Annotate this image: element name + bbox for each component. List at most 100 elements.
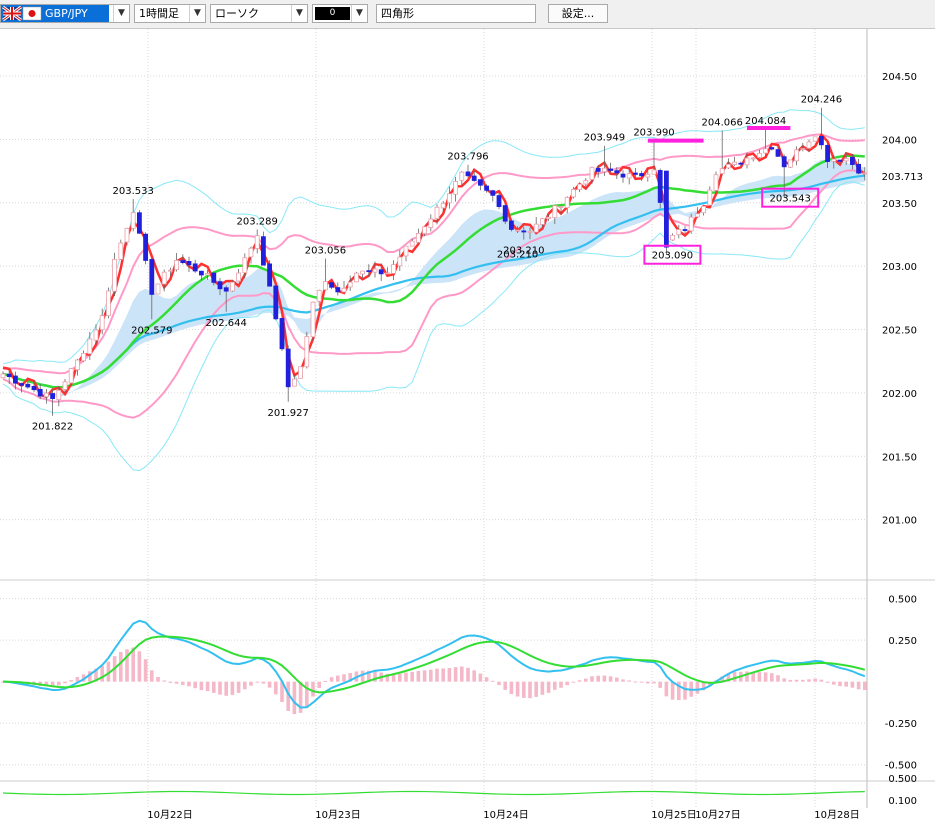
macd-histogram-bar	[373, 671, 377, 682]
timeframe-select[interactable]: 1時間足 ▼	[134, 4, 206, 23]
candle-body	[0, 373, 6, 379]
price-label: 201.927	[268, 408, 309, 419]
macd-histogram-bar	[788, 679, 793, 682]
macd-histogram-bar	[88, 671, 92, 682]
macd-histogram-bar	[677, 681, 681, 701]
macd-histogram-bar	[658, 681, 662, 688]
symbol-label: GBP/JPY	[45, 7, 88, 20]
chart-area[interactable]: 201.822 203.533 202.579 202.644 203.289 201.9…	[0, 28, 935, 823]
macd-histogram-bar	[63, 681, 67, 684]
price-label: 203.210	[497, 249, 538, 260]
candle-body	[310, 301, 316, 338]
candle-body	[806, 141, 812, 149]
candle-body	[304, 336, 310, 368]
candle-body	[670, 234, 675, 241]
macd-histogram-bar	[863, 681, 867, 691]
candle-body	[757, 152, 762, 158]
macd-histogram-bar	[236, 681, 241, 693]
price-label: 202.579	[131, 325, 172, 336]
macd-histogram-bar	[559, 681, 563, 688]
settings-button[interactable]: 設定...	[548, 4, 608, 23]
macd-histogram-bar	[503, 681, 507, 690]
candle-body	[527, 231, 533, 233]
x-tick-label: 10月25日	[651, 809, 696, 821]
macd-histogram-bar	[205, 681, 210, 692]
macd-histogram-bar	[187, 681, 191, 687]
macd-histogram-bar	[801, 679, 805, 682]
oscillator-line	[2, 790, 865, 796]
candle-body	[856, 163, 861, 174]
chart-type-select[interactable]: ローソク ▼	[210, 4, 308, 23]
candle-body	[291, 378, 297, 387]
chevron-down-icon[interactable]: ▼	[189, 5, 205, 22]
macd-histogram-bar	[441, 668, 445, 682]
candle-body	[422, 226, 428, 235]
oscillator-panel: 0.500 0.100	[2, 774, 917, 807]
macd-histogram-bar	[627, 680, 631, 682]
macd-line	[2, 619, 866, 709]
price-label: 204.246	[801, 95, 842, 106]
price-label: 203.090	[652, 251, 693, 262]
candle-body	[471, 175, 477, 181]
chevron-down-icon[interactable]: ▼	[351, 5, 367, 22]
candle-body	[453, 181, 459, 195]
macd-histogram-bar	[770, 673, 774, 682]
macd-histogram-bar	[342, 674, 346, 682]
candle-body	[260, 236, 266, 266]
candle-body	[626, 173, 632, 179]
macd-histogram-bar	[757, 672, 762, 682]
macd-histogram-bar	[472, 670, 476, 682]
chart-type-label: ローソク	[215, 7, 259, 20]
candle-body	[316, 289, 322, 302]
macd-histogram-bar	[261, 681, 266, 684]
candle-body	[167, 269, 173, 272]
macd-histogram-bar	[615, 677, 619, 682]
candle-body	[186, 261, 192, 266]
candle-body	[608, 168, 613, 171]
macd-panel: 0.500 0.250 -0.250 -0.500	[0, 595, 917, 772]
chevron-down-icon[interactable]: ▼	[291, 5, 307, 22]
price-label: 203.210	[503, 246, 544, 257]
macd-histogram-bar	[106, 661, 111, 682]
macd-histogram-bar	[298, 681, 303, 713]
macd-histogram-bar	[243, 681, 247, 690]
candle-body	[341, 287, 347, 293]
macd-histogram-bar	[565, 681, 569, 686]
candle-body	[372, 268, 378, 273]
macd-histogram-bar	[646, 681, 650, 684]
color-swatch: 0	[315, 7, 350, 20]
osc-tick-label: 0.100	[888, 796, 917, 807]
candle-body	[62, 381, 68, 390]
macd-histogram-bar	[701, 681, 706, 691]
candle-body	[515, 229, 520, 232]
macd-histogram-bar	[168, 681, 173, 683]
symbol-select[interactable]: GBP/JPY ▼	[0, 4, 130, 23]
current-price-label: 203.713	[882, 172, 923, 183]
candle-body	[695, 213, 700, 218]
macd-histogram-bar	[491, 680, 495, 682]
macd-histogram-bar	[50, 681, 55, 687]
candle-body	[229, 281, 235, 292]
candle-body	[378, 269, 384, 275]
chevron-down-icon[interactable]: ▼	[113, 5, 129, 22]
candle-body	[75, 359, 80, 371]
cloud-area	[3, 159, 865, 397]
candle-body	[502, 205, 508, 222]
macd-histogram-bar	[782, 678, 786, 682]
candle-body	[285, 348, 291, 388]
currency-flags-icon	[2, 5, 42, 22]
candle-body	[136, 212, 142, 234]
macd-histogram-bar	[336, 675, 340, 682]
price-label: 203.289	[237, 216, 278, 227]
macd-histogram-bar	[664, 681, 669, 697]
shape-field[interactable]: 四角形	[376, 4, 536, 23]
color-select[interactable]: 0 ▼	[312, 4, 368, 23]
macd-histogram-bar	[751, 671, 755, 682]
candle-body	[106, 290, 111, 317]
candle-body	[614, 170, 620, 174]
macd-histogram-bar	[193, 681, 197, 689]
y-tick-label: 202.00	[882, 389, 917, 400]
candle-body	[589, 166, 595, 180]
axis-labels: 204.50 204.00 203.50 203.00 202.50 202.00 201.…	[147, 72, 923, 821]
macd-histogram-bar	[577, 680, 582, 682]
